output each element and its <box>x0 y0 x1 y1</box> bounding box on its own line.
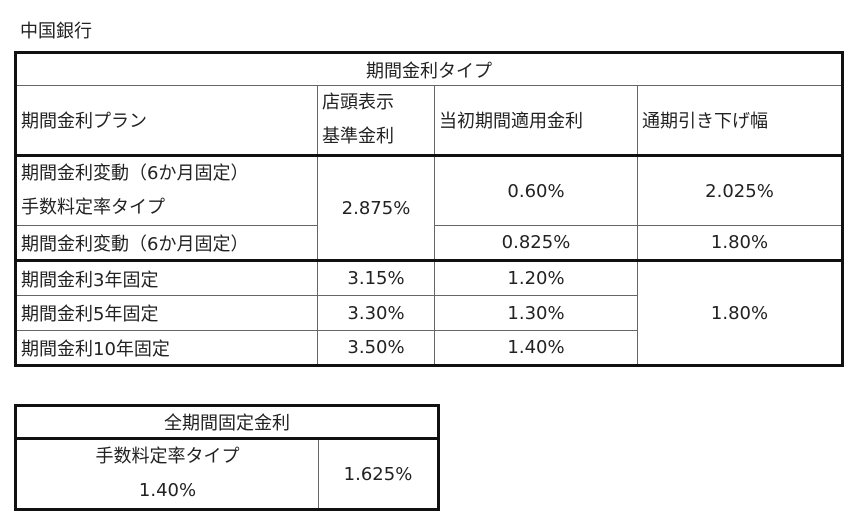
row-plan: 期間金利10年固定 <box>15 330 318 366</box>
table-title-row: 全期間固定金利 <box>15 405 439 440</box>
row-store-rate: 3.15% <box>317 259 435 296</box>
period-rate-table: 期間金利タイプ 期間金利プラン 店頭表示 基準金利 当初期間適用金利 通期引き下… <box>14 51 844 367</box>
table-row: 期間金利3年固定 3.15% 1.20% 1.80% <box>15 259 843 366</box>
row-discount: 2.025% <box>637 155 843 226</box>
fixed-discount: 1.80% <box>637 259 843 366</box>
row-initial-rate: 0.825% <box>434 225 638 261</box>
row-store-rate: 3.30% <box>317 295 435 331</box>
row-initial-rate: 1.30% <box>434 295 638 331</box>
full-fixed-table: 全期間固定金利 手数料定率タイプ 1.40% 1.625% <box>14 404 440 511</box>
full-plan-label: 手数料定率タイプ <box>95 446 240 467</box>
row-plan: 期間金利3年固定 <box>15 259 318 296</box>
variable-store-rate: 2.875% <box>317 155 435 261</box>
table-title: 全期間固定金利 <box>15 405 439 440</box>
header-store-rate: 店頭表示 基準金利 <box>317 85 435 157</box>
header-initial-rate: 当初期間適用金利 <box>434 85 638 157</box>
bank-name: 中国銀行 <box>20 21 92 42</box>
table-row: 期間金利変動（6か月固定） 手数料定率タイプ 2.875% 0.60% 2.02… <box>15 155 843 261</box>
row-plan-line2: 手数料定率タイプ <box>21 197 165 218</box>
row-discount: 1.80% <box>637 225 843 261</box>
full-plan-value: 1.40% <box>138 480 197 501</box>
row-initial-rate: 1.40% <box>434 330 638 366</box>
full-rate: 1.625% <box>318 438 439 510</box>
table-row: 期間金利5年固定 3.30% 1.30% <box>15 295 843 331</box>
row-initial-rate: 0.60% <box>434 155 638 226</box>
row-initial-rate: 1.20% <box>434 259 638 296</box>
table-title-row: 期間金利タイプ <box>15 52 843 86</box>
row-plan: 期間金利5年固定 <box>15 295 318 331</box>
header-plan: 期間金利プラン <box>15 85 318 157</box>
header-discount: 通期引き下げ幅 <box>637 85 843 157</box>
table-row: 手数料定率タイプ 1.40% 1.625% <box>15 438 439 510</box>
row-plan: 期間金利変動（6か月固定） <box>15 225 318 261</box>
row-store-rate: 3.50% <box>317 330 435 366</box>
full-plan-cell: 手数料定率タイプ 1.40% <box>15 438 319 510</box>
table-title: 期間金利タイプ <box>15 52 843 86</box>
row-plan-line1: 期間金利変動（6か月固定） <box>21 163 249 184</box>
header-store-rate-line2: 基準金利 <box>322 126 394 147</box>
table-row: 期間金利10年固定 3.50% 1.40% <box>15 330 843 366</box>
header-store-rate-line1: 店頭表示 <box>322 92 394 113</box>
table-row: 期間金利変動（6か月固定） 0.825% 1.80% <box>15 225 843 261</box>
row-plan: 期間金利変動（6か月固定） 手数料定率タイプ <box>15 155 318 226</box>
header-row: 期間金利プラン 店頭表示 基準金利 当初期間適用金利 通期引き下げ幅 <box>15 85 843 157</box>
